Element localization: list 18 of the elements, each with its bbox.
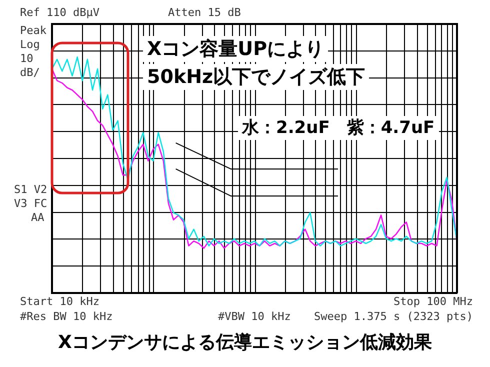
annotation: 水：2.2uF 紫：4.7uF [238, 116, 439, 140]
text: Log [20, 38, 40, 51]
text: Start 10 kHz [20, 295, 100, 308]
text: Sweep 1.375 s (2323 pts) [314, 310, 473, 323]
text: V3 FC [14, 197, 48, 210]
text: #VBW 10 kHz [218, 310, 291, 323]
text: 10 [20, 52, 34, 65]
text: Ref 110 dBµV [20, 6, 100, 19]
annotation: Xコン容量UPにより [143, 36, 328, 62]
text: Peak [20, 24, 46, 37]
text: #Res BW 10 kHz [20, 310, 113, 323]
text: dB/ [20, 66, 40, 79]
text: Stop 100 MHz [394, 295, 473, 308]
annotation: 50kHz以下でノイズ低下 [143, 64, 370, 90]
text: S1 V2 [14, 183, 48, 196]
text: Atten 15 dB [168, 6, 241, 19]
text: Xコンデンサによる伝導エミッション低減効果 [57, 331, 433, 354]
text: AA [31, 211, 44, 224]
